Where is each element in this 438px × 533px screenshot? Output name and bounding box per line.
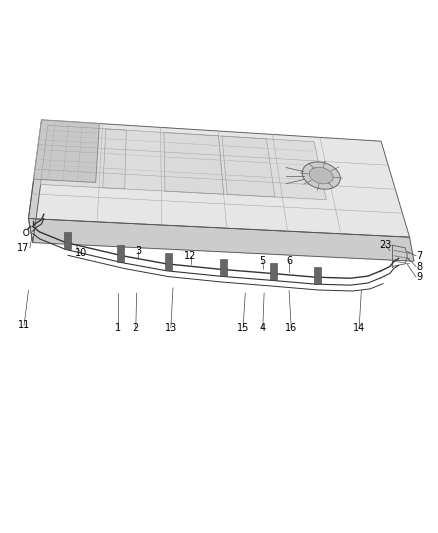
- Bar: [314, 266, 321, 284]
- Polygon shape: [28, 120, 46, 243]
- Text: 4: 4: [260, 323, 266, 333]
- Text: 5: 5: [260, 256, 266, 266]
- Text: 15: 15: [237, 323, 249, 333]
- Text: 11: 11: [18, 320, 30, 330]
- Polygon shape: [222, 136, 326, 200]
- Polygon shape: [34, 120, 99, 182]
- Text: 14: 14: [353, 323, 365, 333]
- Text: 13: 13: [165, 323, 177, 333]
- Text: 17: 17: [18, 243, 30, 253]
- Ellipse shape: [309, 167, 333, 184]
- Polygon shape: [164, 133, 275, 197]
- Ellipse shape: [302, 162, 340, 189]
- Polygon shape: [28, 219, 414, 261]
- Polygon shape: [40, 125, 126, 189]
- Bar: [220, 259, 227, 276]
- Text: 2: 2: [133, 323, 139, 333]
- Polygon shape: [102, 129, 224, 194]
- Text: 7: 7: [416, 251, 422, 261]
- Text: 12: 12: [184, 251, 197, 261]
- Bar: [64, 232, 71, 249]
- Text: 23: 23: [379, 240, 392, 250]
- Text: 16: 16: [285, 323, 297, 333]
- Text: 1: 1: [115, 323, 121, 333]
- Bar: [270, 263, 277, 280]
- Text: 9: 9: [416, 272, 422, 282]
- Text: 3: 3: [135, 246, 141, 255]
- Bar: [165, 253, 172, 270]
- Circle shape: [24, 229, 29, 236]
- Polygon shape: [28, 120, 410, 237]
- Text: 8: 8: [416, 262, 422, 271]
- Text: 10: 10: [75, 248, 87, 258]
- Bar: [117, 245, 124, 262]
- Text: 6: 6: [286, 256, 292, 266]
